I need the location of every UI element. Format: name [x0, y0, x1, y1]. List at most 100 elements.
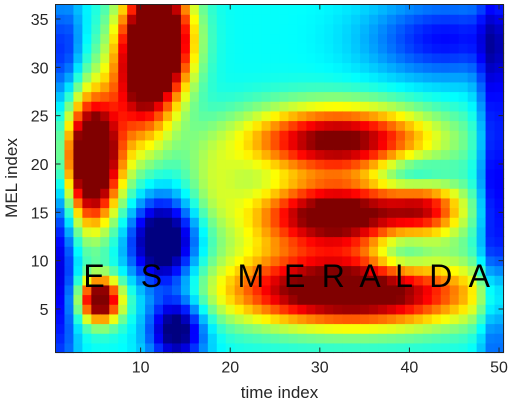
heatmap-cell — [485, 110, 496, 122]
heatmap-cell — [127, 72, 137, 83]
heatmap-cell — [458, 149, 469, 160]
heatmap-cell — [476, 23, 487, 35]
heatmap-cell — [395, 43, 406, 54]
heatmap-cell — [342, 342, 352, 354]
heatmap-cell — [100, 14, 110, 25]
heatmap-cell — [449, 226, 460, 238]
heatmap-cell — [225, 52, 236, 64]
heatmap-cell — [180, 43, 191, 54]
heatmap-cell — [91, 342, 101, 354]
heatmap-cell — [118, 159, 128, 170]
heatmap-cell — [395, 72, 406, 83]
heatmap-cell — [163, 4, 173, 15]
heatmap-cell — [171, 313, 182, 325]
heatmap-cell — [333, 217, 343, 228]
heatmap-cell — [342, 159, 352, 170]
heatmap-cell — [270, 313, 281, 325]
heatmap-cell — [369, 333, 379, 344]
heatmap-cell — [288, 130, 299, 141]
heatmap-cell — [413, 236, 424, 247]
heatmap-cell — [324, 246, 334, 257]
heatmap-cell — [109, 14, 119, 25]
heatmap-cell — [243, 23, 254, 35]
heatmap-cell — [467, 159, 478, 170]
heatmap-cell — [243, 178, 254, 189]
heatmap-cell — [404, 81, 415, 93]
heatmap-cell — [449, 188, 460, 199]
heatmap-cell — [324, 207, 334, 218]
heatmap-cell — [395, 207, 406, 218]
heatmap-cell — [333, 72, 343, 83]
heatmap-cell — [387, 323, 397, 334]
heatmap-cell — [279, 23, 290, 35]
heatmap-cell — [100, 101, 110, 112]
heatmap-cell — [234, 342, 245, 354]
heatmap-cell — [342, 101, 352, 112]
heatmap-cell — [234, 81, 245, 93]
heatmap-cell — [73, 342, 83, 354]
heatmap-cell — [118, 342, 128, 354]
heatmap-cell — [198, 188, 209, 199]
heatmap-cell — [207, 62, 218, 73]
heatmap-cell — [351, 255, 361, 267]
heatmap-cell — [404, 236, 415, 247]
heatmap-cell — [118, 275, 128, 286]
heatmap-cell — [64, 255, 75, 267]
heatmap-cell — [288, 14, 299, 25]
heatmap-cell — [118, 139, 128, 151]
heatmap-cell — [109, 226, 119, 238]
heatmap-cell — [207, 323, 218, 334]
heatmap-cell — [422, 149, 433, 160]
heatmap-cell — [270, 197, 281, 209]
heatmap-cell — [306, 81, 316, 93]
heatmap-cell — [395, 255, 406, 267]
heatmap-cell — [378, 168, 388, 180]
heatmap-cell — [55, 33, 66, 44]
heatmap-cell — [216, 91, 227, 102]
heatmap-cell — [118, 101, 128, 112]
heatmap-cell — [109, 62, 119, 73]
heatmap-cell — [476, 246, 487, 257]
heatmap-cell — [163, 52, 173, 64]
heatmap-cell — [171, 255, 182, 267]
heatmap-cell — [458, 43, 469, 54]
heatmap-cell — [73, 207, 83, 218]
heatmap-cell — [476, 236, 487, 247]
heatmap-cell — [207, 188, 218, 199]
heatmap-cell — [378, 255, 388, 267]
heatmap-cell — [449, 255, 460, 267]
heatmap-cell — [154, 226, 164, 238]
heatmap-cell — [234, 149, 245, 160]
heatmap-cell — [315, 14, 325, 25]
heatmap-cell — [55, 275, 66, 286]
heatmap-cell — [82, 52, 92, 64]
heatmap-cell — [136, 207, 146, 218]
heatmap-cell — [449, 33, 460, 44]
heatmap-cell — [306, 168, 316, 180]
heatmap-cell — [422, 14, 433, 25]
heatmap-cell — [378, 101, 388, 112]
heatmap-cell — [440, 43, 451, 54]
heatmap-cell — [422, 188, 433, 199]
heatmap-cell — [467, 130, 478, 141]
heatmap-cell — [189, 101, 200, 112]
heatmap-cell — [413, 52, 424, 64]
heatmap-cell — [270, 265, 281, 276]
heatmap-cell — [234, 246, 245, 257]
heatmap-cell — [288, 207, 299, 218]
heatmap-cell — [252, 72, 263, 83]
heatmap-cell — [324, 62, 334, 73]
heatmap-cell — [118, 313, 128, 325]
heatmap-cell — [431, 168, 442, 180]
heatmap-cell — [297, 81, 307, 93]
heatmap-cell — [422, 52, 433, 64]
heatmap-cell — [440, 333, 451, 344]
heatmap-cell — [198, 72, 209, 83]
heatmap-cell — [404, 4, 415, 15]
heatmap-cell — [476, 217, 487, 228]
heatmap-cell — [136, 130, 146, 141]
heatmap-cell — [136, 52, 146, 64]
heatmap-cell — [207, 81, 218, 93]
heatmap-cell — [431, 207, 442, 218]
heatmap-cell — [189, 33, 200, 44]
